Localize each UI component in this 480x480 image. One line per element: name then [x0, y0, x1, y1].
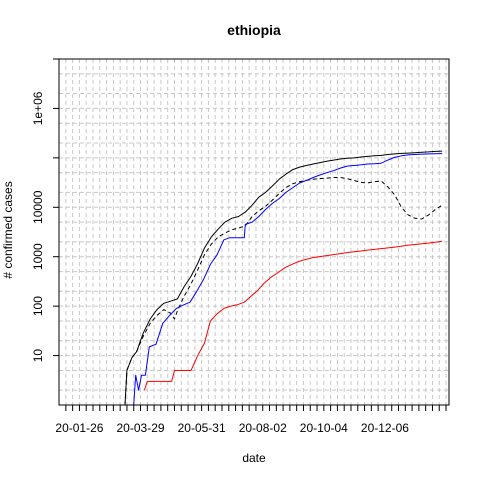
- x-tick-label: 20-12-06: [361, 421, 409, 435]
- x-axis: 20-01-26 20-03-29 20-05-31 20-08-02 20-10-04…: [55, 404, 447, 435]
- x-axis-label: date: [242, 451, 266, 465]
- x-tick-label: 20-08-02: [239, 421, 287, 435]
- y-tick-label: 10: [31, 349, 45, 363]
- y-tick-label: 100: [31, 296, 45, 316]
- y-tick-label: 10000: [31, 190, 45, 224]
- series-line-4: [143, 240, 443, 391]
- x-tick-label: 20-01-26: [55, 421, 103, 435]
- x-tick-label: 20-05-31: [178, 421, 226, 435]
- series-layer: [124, 150, 443, 406]
- y-tick-label: 1e+06: [31, 91, 45, 125]
- y-axis-label: # confirmed cases: [1, 181, 15, 278]
- series-line-1: [124, 150, 443, 406]
- y-axis: 10 100 1000 10000 1e+06: [31, 58, 60, 363]
- y-tick-label: 1000: [31, 243, 45, 270]
- x-tick-label: 20-10-04: [300, 421, 348, 435]
- chart-title: ethiopia: [227, 22, 281, 38]
- x-tick-label: 20-03-29: [117, 421, 165, 435]
- series-line-3: [133, 153, 443, 406]
